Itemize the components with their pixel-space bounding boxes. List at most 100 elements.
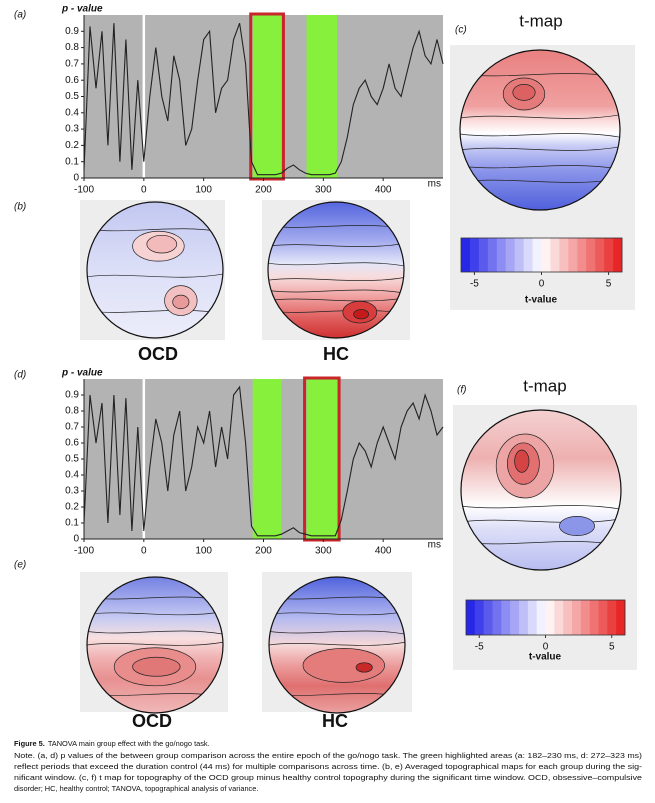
contour-region (353, 309, 369, 320)
colorbar-segment (474, 600, 484, 635)
colorbar-segment (604, 238, 614, 272)
y-tick-label: 0.5 (65, 454, 79, 465)
contour-region (514, 449, 530, 473)
colorbar-segment (536, 600, 546, 635)
colorbar-segment (586, 238, 596, 272)
colorbar-segment (616, 600, 626, 635)
panel-label: (a) (14, 10, 26, 21)
colorbar-segment (532, 238, 542, 272)
highlight-window (252, 15, 282, 178)
x-tick-label: -100 (74, 185, 94, 196)
topographic-map (87, 577, 223, 713)
x-tick-label: -100 (74, 546, 94, 557)
y-tick-label: 0 (73, 173, 79, 184)
colorbar-segment (541, 238, 551, 272)
y-tick-label: 0.6 (65, 438, 79, 449)
y-tick-label: 0.8 (65, 406, 79, 417)
group-label: HC (323, 344, 349, 364)
group-label: HC (322, 711, 348, 731)
colorbar-tick-label: 5 (606, 279, 612, 290)
map-fill (87, 202, 223, 338)
colorbar-tick-label: 0 (539, 279, 545, 290)
contour-region (355, 662, 373, 673)
contour-region (132, 656, 181, 677)
panel-label: (d) (14, 370, 26, 381)
colorbar-segment (505, 238, 515, 272)
x-tick-label: 400 (375, 546, 392, 557)
colorbar-segment (492, 600, 502, 635)
colorbar-segment (589, 600, 599, 635)
colorbar-tick-label: 5 (609, 642, 615, 653)
group-label: OCD (138, 344, 178, 364)
contour-line (87, 228, 223, 233)
colorbar-segment (563, 600, 573, 635)
colorbar-segment (478, 238, 489, 272)
contour-line (460, 165, 620, 170)
caption-note: disorder; HC, healthy control; TANOVA, t… (14, 784, 258, 793)
y-tick-label: 0.6 (65, 75, 79, 86)
y-tick-label: 0.2 (65, 502, 79, 513)
colorbar-segment (559, 238, 569, 272)
colorbar-segment (545, 600, 555, 635)
y-tick-label: 0.7 (65, 59, 79, 70)
head-outline (267, 201, 405, 339)
topographic-map (268, 202, 404, 338)
x-tick-label: 300 (315, 185, 332, 196)
colorbar-label: t-value (529, 652, 562, 663)
colorbar-segment (572, 600, 582, 635)
contour-region (172, 294, 190, 310)
group-label: OCD (132, 711, 172, 731)
head-outline (268, 576, 406, 714)
colorbar-segment (496, 238, 507, 272)
y-tick-label: 0.9 (65, 390, 79, 401)
highlight-window (306, 15, 338, 178)
map-fill (268, 202, 404, 338)
x-tick-label: 300 (315, 546, 332, 557)
y-axis-label: p - value (61, 368, 103, 379)
contour-region (146, 234, 178, 254)
selected-window (249, 12, 285, 181)
contour-region (302, 648, 385, 683)
colorbar-segment (483, 600, 493, 635)
colorbar-segment (466, 600, 476, 635)
contour-line (269, 641, 405, 646)
panel-label: (e) (14, 560, 26, 571)
map-title: t-map (523, 376, 566, 395)
x-unit: ms (428, 540, 441, 551)
y-tick-label: 0.3 (65, 124, 79, 135)
highlight-window (252, 379, 282, 539)
head-outline (459, 49, 621, 211)
highlight-window (306, 379, 338, 539)
contour-line (269, 611, 405, 616)
colorbar-tick-label: -5 (470, 279, 479, 290)
contour-region (512, 84, 536, 101)
panel-label: (f) (457, 385, 466, 396)
colorbar-segment (510, 600, 520, 635)
contour-line (268, 289, 404, 294)
y-axis-label: p - value (61, 4, 103, 15)
caption-title: Figure 5. (14, 739, 45, 748)
y-tick-label: 0.4 (65, 107, 79, 118)
y-tick-label: 0 (73, 534, 79, 545)
colorbar-segment (501, 600, 511, 635)
x-tick-label: 200 (255, 185, 272, 196)
colorbar-segment (527, 600, 537, 635)
x-tick-label: 200 (255, 546, 272, 557)
p-value-line (83, 23, 444, 176)
colorbar-segment (550, 238, 560, 272)
topographic-map (87, 202, 223, 338)
colorbar-segment (607, 600, 617, 635)
colorbar-segment (568, 238, 578, 272)
contour-line (87, 611, 223, 616)
contour-line (87, 273, 223, 278)
x-unit: ms (428, 179, 441, 190)
y-tick-label: 0.1 (65, 156, 79, 167)
topographic-map (269, 577, 405, 713)
colorbar-segment (487, 238, 498, 272)
x-tick-label: 100 (195, 185, 212, 196)
selected-window (303, 376, 341, 542)
colorbar-segment (519, 600, 529, 635)
contour-line (87, 641, 223, 646)
contour-line (268, 243, 404, 247)
contour-line (460, 133, 620, 138)
